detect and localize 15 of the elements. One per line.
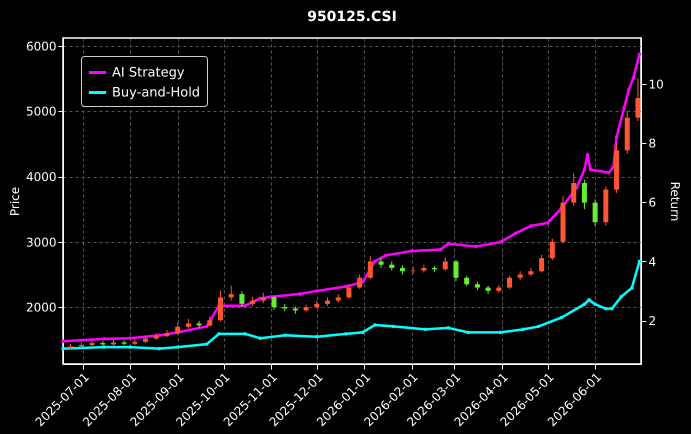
y2-tick-label: 10 <box>648 77 664 92</box>
y2-tick-label: 6 <box>648 196 656 210</box>
chart-title: 950125.CSI <box>307 9 397 25</box>
y2-tick-label: 2 <box>648 314 656 328</box>
y2-tick-label: 8 <box>648 136 656 151</box>
y2-tick-label: 4 <box>648 254 656 269</box>
y-tick-label: 3000 <box>26 235 56 250</box>
y-axis-title: Price <box>8 186 22 216</box>
y-tick-label: 4000 <box>26 170 56 184</box>
y2-axis-title: Return <box>668 182 682 222</box>
legend-label: AI Strategy <box>112 66 185 80</box>
legend-label: Buy-and-Hold <box>112 86 200 100</box>
y-tick-label: 5000 <box>26 104 56 119</box>
y-tick-label: 6000 <box>26 39 56 54</box>
y-tick-label: 2000 <box>26 300 56 315</box>
